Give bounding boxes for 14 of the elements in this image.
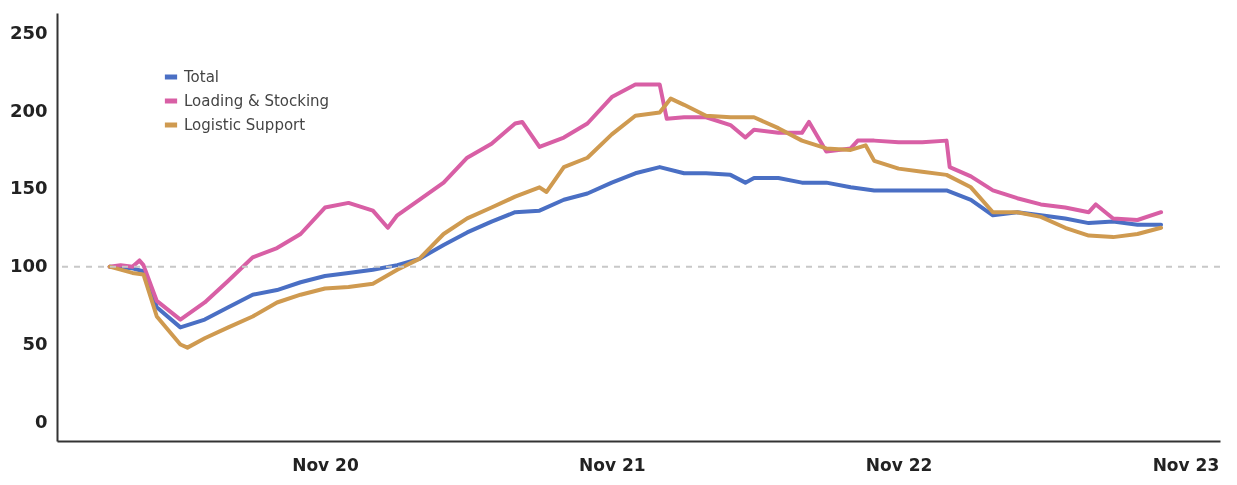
y-tick-label: 200: [9, 99, 48, 121]
legend-label: Loading & Stocking: [184, 92, 330, 110]
x-tick-label: Nov 22: [865, 454, 933, 475]
x-tick-label: Nov 20: [292, 454, 359, 475]
y-tick-label: 250: [9, 21, 48, 43]
y-tick-label: 100: [9, 255, 48, 277]
x-tick-label: Nov 23: [1152, 454, 1220, 475]
y-tick-label: 150: [9, 177, 48, 199]
legend-label: Logistic Support: [184, 116, 306, 134]
y-tick-label: 0: [34, 410, 48, 432]
y-tick-label: 50: [22, 333, 48, 355]
legend-label: Total: [183, 68, 220, 86]
line-series: [107, 96, 1164, 350]
x-tick-label: Nov 21: [578, 454, 646, 475]
